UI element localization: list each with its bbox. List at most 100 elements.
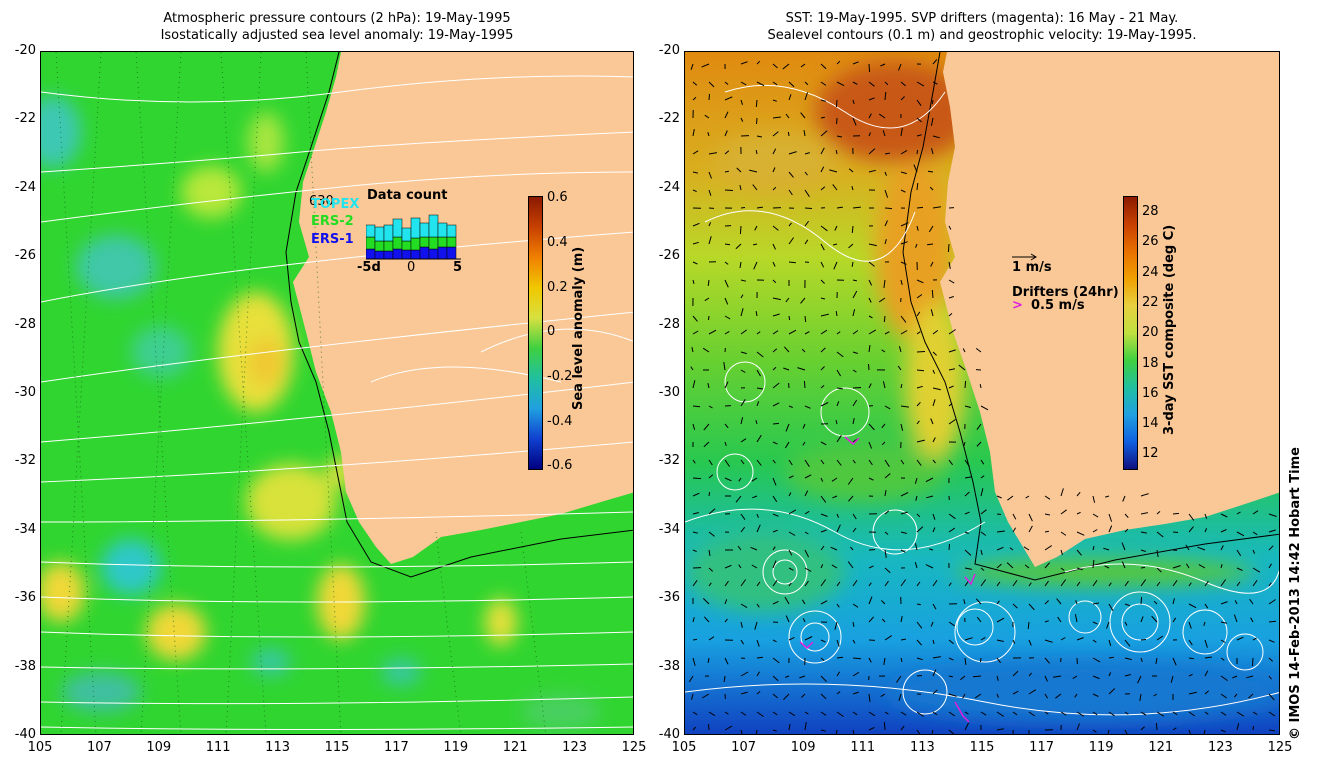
velocity-arrow	[900, 549, 906, 553]
velocity-arrow	[1170, 675, 1174, 683]
velocity-arrow	[1156, 567, 1162, 573]
velocity-arrow	[916, 369, 925, 372]
velocity-arrow	[914, 562, 918, 569]
velocity-arrow	[1092, 559, 1095, 569]
velocity-arrow	[820, 693, 827, 700]
velocity-arrow	[948, 657, 954, 661]
velocity-arrow	[787, 131, 790, 137]
velocity-arrow	[708, 459, 713, 466]
velocity-arrow	[788, 567, 794, 571]
velocity-arrow	[1108, 525, 1113, 533]
velocity-arrow	[740, 671, 749, 677]
velocity-arrow	[739, 184, 742, 191]
velocity-arrow	[756, 434, 762, 443]
velocity-arrow	[756, 711, 764, 718]
velocity-arrow	[1076, 723, 1080, 731]
velocity-arrow	[708, 405, 713, 409]
velocity-arrow	[804, 711, 809, 715]
data-count-value: 630	[309, 194, 334, 209]
velocity-arrow	[930, 261, 934, 267]
velocity-arrow	[1172, 531, 1179, 533]
velocity-arrow	[754, 621, 758, 630]
velocity-arrow	[772, 225, 779, 231]
velocity-arrow	[724, 315, 731, 320]
x-tick-label: 117	[1029, 740, 1054, 755]
velocity-arrow	[980, 475, 985, 479]
velocity-arrow	[772, 167, 776, 173]
cb-right-tick: 22	[1142, 295, 1159, 310]
velocity-arrow	[739, 261, 742, 268]
velocity-arrow	[692, 531, 699, 534]
velocity-arrow	[884, 549, 887, 558]
velocity-arrow	[916, 331, 921, 335]
velocity-arrow	[1204, 711, 1209, 715]
velocity-arrow	[1060, 549, 1063, 555]
velocity-arrow	[1140, 549, 1146, 552]
velocity-arrow	[804, 331, 810, 335]
velocity-arrow	[692, 512, 699, 515]
velocity-arrow	[820, 186, 826, 191]
velocity-arrow	[1268, 620, 1277, 623]
velocity-arrow	[772, 131, 779, 137]
satellite-tracks	[55, 52, 547, 734]
velocity-arrow	[897, 365, 902, 371]
velocity-arrow	[884, 220, 888, 227]
velocity-arrow	[1108, 711, 1115, 717]
velocity-arrow	[820, 243, 825, 251]
velocity-arrow	[948, 403, 953, 407]
velocity-arrow	[820, 402, 829, 407]
velocity-arrow	[788, 509, 797, 515]
velocity-arrow	[1107, 729, 1110, 734]
velocity-arrow	[848, 168, 854, 173]
velocity-arrow	[948, 639, 954, 645]
velocity-arrow	[898, 63, 902, 71]
velocity-arrow	[772, 711, 778, 716]
velocity-arrow	[852, 729, 855, 734]
velocity-arrow	[895, 675, 902, 683]
velocity-arrow	[1124, 528, 1129, 533]
velocity-arrow	[964, 459, 970, 467]
y-tick-label: -26	[658, 248, 680, 264]
velocity-arrow	[1124, 603, 1130, 607]
velocity-arrow	[756, 639, 760, 647]
velocity-arrow	[868, 565, 874, 569]
velocity-arrow	[868, 315, 873, 319]
velocity-arrow	[1140, 596, 1143, 605]
velocity-arrow	[868, 97, 875, 101]
velocity-arrow	[740, 369, 746, 373]
velocity-arrow	[1009, 547, 1014, 551]
velocity-arrow	[1252, 637, 1257, 641]
velocity-arrow	[1012, 711, 1018, 716]
velocity-arrow	[772, 99, 777, 102]
velocity-arrow	[1092, 545, 1095, 551]
velocity-arrow	[772, 313, 780, 317]
velocity-arrow	[960, 675, 966, 681]
velocity-arrow	[800, 112, 806, 119]
velocity-arrow	[1028, 689, 1037, 695]
histogram-bar	[383, 250, 394, 260]
velocity-arrow	[948, 385, 954, 389]
velocity-arrow	[1188, 513, 1195, 521]
velocity-arrow	[996, 600, 1000, 605]
cb-right-tick: 16	[1142, 386, 1159, 401]
velocity-arrow	[836, 435, 842, 443]
velocity-arrow	[801, 693, 806, 698]
velocity-arrow	[1076, 491, 1081, 497]
velocity-arrow	[916, 401, 921, 407]
velocity-arrow	[752, 243, 758, 246]
velocity-arrow	[1188, 691, 1197, 695]
velocity-arrow	[1140, 639, 1147, 641]
velocity-arrow	[772, 81, 778, 86]
velocity-arrow	[1044, 675, 1048, 682]
velocity-arrow	[1236, 567, 1243, 571]
velocity-arrow	[1268, 729, 1275, 732]
velocity-arrow	[964, 657, 967, 665]
velocity-arrow	[948, 729, 954, 734]
velocity-arrow	[1108, 603, 1114, 612]
velocity-arrow	[1044, 530, 1050, 533]
velocity-arrow	[916, 225, 919, 231]
velocity-arrow	[976, 441, 982, 447]
x-tick-label: 107	[86, 740, 112, 755]
velocity-arrow	[1139, 693, 1142, 701]
velocity-arrow	[1124, 657, 1132, 661]
